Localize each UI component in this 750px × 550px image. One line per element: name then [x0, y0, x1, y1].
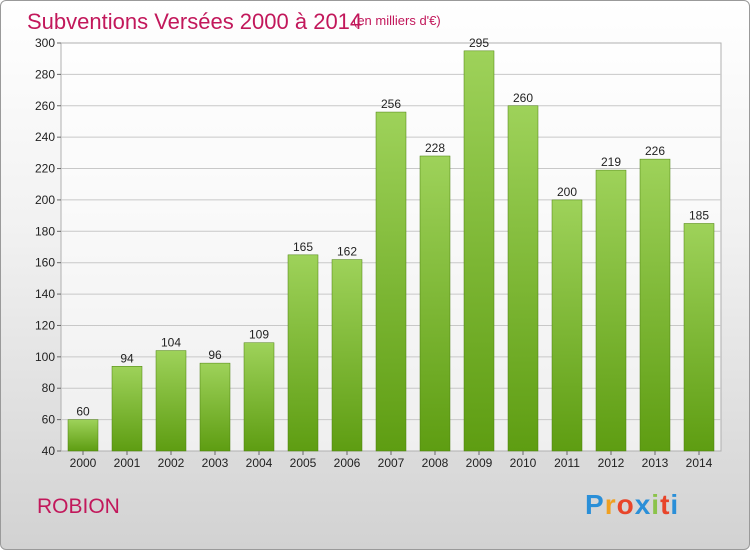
bar-2000	[67, 419, 99, 452]
bar-2010	[507, 105, 539, 452]
y-tick-label: 140	[35, 287, 55, 301]
y-tick-label: 220	[35, 162, 55, 176]
bar-2009	[463, 50, 495, 452]
x-tick-label-2010: 2010	[510, 456, 537, 470]
bar-2002	[155, 350, 187, 452]
x-tick-label-2004: 2004	[246, 456, 273, 470]
logo-letter: r	[604, 489, 617, 520]
y-tick-label: 80	[42, 381, 56, 395]
bar-2006	[331, 259, 363, 452]
bar-2013	[639, 158, 671, 452]
logo-letter: i	[651, 489, 661, 520]
data-label-2012: 219	[601, 155, 621, 169]
y-tick-label: 200	[35, 193, 55, 207]
y-tick-label: 40	[42, 444, 56, 458]
x-tick-label-2011: 2011	[554, 456, 580, 470]
x-tick-label-2007: 2007	[378, 456, 405, 470]
chart-subtitle: (en milliers d'€)	[353, 13, 441, 28]
data-label-2011: 200	[557, 185, 577, 199]
x-tick-label-2012: 2012	[598, 456, 625, 470]
x-tick-label-2008: 2008	[422, 456, 449, 470]
logo-letter: P	[585, 489, 605, 520]
y-tick-label: 180	[35, 224, 55, 238]
y-tick-label: 100	[35, 350, 55, 364]
bar-2001	[111, 366, 143, 452]
y-tick-label: 160	[35, 256, 55, 270]
x-tick-label-2006: 2006	[334, 456, 361, 470]
y-tick-label: 280	[35, 67, 55, 81]
data-label-2001: 94	[120, 351, 134, 365]
bar-2003	[199, 362, 231, 452]
data-label-2006: 162	[337, 245, 357, 259]
proxiti-logo: Proxiti	[585, 489, 679, 521]
x-tick-label-2001: 2001	[114, 456, 141, 470]
data-label-2005: 165	[293, 240, 313, 254]
data-label-2014: 185	[689, 208, 709, 222]
commune-name: ROBION	[37, 495, 120, 518]
bar-2011	[551, 199, 583, 452]
data-label-2003: 96	[208, 348, 222, 362]
data-label-2009: 295	[469, 36, 489, 50]
bar-2012	[595, 169, 627, 452]
logo-letter: x	[634, 489, 652, 520]
bar-2008	[419, 155, 451, 452]
y-tick-label: 240	[35, 130, 55, 144]
x-tick-label-2009: 2009	[466, 456, 493, 470]
logo-letter: o	[616, 489, 635, 520]
x-tick-label-2013: 2013	[642, 456, 669, 470]
data-label-2013: 226	[645, 144, 665, 158]
y-tick-label: 120	[35, 318, 55, 332]
y-tick-label: 60	[42, 413, 56, 427]
y-tick-label: 260	[35, 99, 55, 113]
logo-letter: t	[660, 489, 671, 520]
data-label-2004: 109	[249, 328, 269, 342]
x-tick-label-2000: 2000	[70, 456, 97, 470]
bar-2005	[287, 254, 319, 452]
logo-letter: i	[670, 489, 680, 520]
data-label-2002: 104	[161, 336, 181, 350]
data-label-2000: 60	[76, 405, 90, 419]
x-tick-label-2005: 2005	[290, 456, 317, 470]
chart-title: Subventions Versées 2000 à 2014	[27, 9, 363, 34]
bar-2004	[243, 342, 275, 452]
data-label-2007: 256	[381, 97, 401, 111]
y-tick-label: 300	[35, 36, 55, 50]
bar-2007	[375, 111, 407, 452]
x-tick-label-2003: 2003	[202, 456, 229, 470]
data-label-2010: 260	[513, 91, 533, 105]
data-label-2008: 228	[425, 141, 445, 155]
x-tick-label-2014: 2014	[686, 456, 713, 470]
bar-2014	[683, 223, 715, 452]
x-tick-label-2002: 2002	[158, 456, 185, 470]
